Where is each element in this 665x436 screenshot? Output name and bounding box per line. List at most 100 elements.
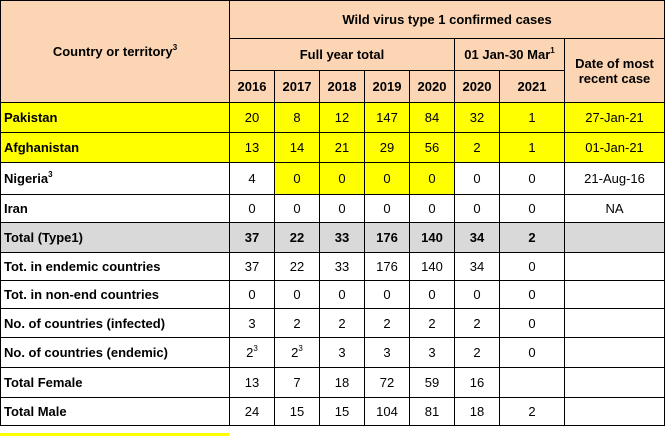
row-label: Pakistan [0,102,230,133]
cell: 32 [454,102,500,133]
cell: 84 [409,102,455,133]
date-cell: NA [563,194,665,223]
date-cell [563,337,665,368]
cell: 3 [364,337,410,368]
cell: 23 [274,337,320,368]
row-label: No. of countries (endemic) [0,337,230,368]
cell: 7 [274,367,320,398]
year-header: 2021 [499,70,565,103]
cell: 0 [409,280,455,309]
cell: 2 [454,132,500,163]
table-row: No. of countries (endemic) 23 23 3 3 3 2… [0,337,665,368]
row-label: No. of countries (infected) [0,308,230,338]
cell: 15 [319,397,365,426]
cell: 0 [274,194,320,223]
cell: 22 [274,222,320,253]
date-cell: 27-Jan-21 [563,102,665,133]
cell: 8 [274,102,320,133]
cell: 0 [274,280,320,309]
row-label: Afghanistan [0,132,230,163]
cell: 0 [499,280,565,309]
table-row: Nigeria3 4 0 0 0 0 0 0 21-Aug-16 [0,162,665,195]
cell: 33 [319,222,365,253]
cell: 1 [499,102,565,133]
cell: 13 [229,367,275,398]
table-row: No. of countries (infected) 3 2 2 2 2 2 … [0,308,665,338]
cell: 0 [499,194,565,223]
table-row: Tot. in endemic countries 37 22 33 176 1… [0,252,665,281]
row-label: Tot. in endemic countries [0,252,230,281]
table-row: Pakistan 20 8 12 147 84 32 1 27-Jan-21 [0,102,665,133]
cell: 18 [454,397,500,426]
cell: 0 [499,252,565,281]
cell: 3 [409,337,455,368]
year-header: 2018 [319,70,365,103]
cell: 0 [454,162,500,195]
highlight-strip [0,433,229,436]
date-cell [563,397,665,426]
cell: 0 [499,308,565,338]
cell: 1 [499,132,565,163]
date-cell [563,308,665,338]
cell: 56 [409,132,455,163]
cell: 23 [229,337,275,368]
cell: 16 [454,367,500,398]
date-cell [563,252,665,281]
cell: 21 [319,132,365,163]
cell: 0 [364,162,410,195]
cell: 3 [229,308,275,338]
year-header: 2020 [454,70,500,103]
cell [499,367,565,398]
cell: 0 [319,162,365,195]
cell: 2 [499,397,565,426]
cell: 0 [274,162,320,195]
row-label: Total Female [0,367,230,398]
cell: 140 [409,222,455,253]
cell: 72 [364,367,410,398]
cell: 0 [229,280,275,309]
cell: 14 [274,132,320,163]
cell: 0 [364,194,410,223]
cell: 13 [229,132,275,163]
full-year-header: Full year total [229,38,455,71]
cell: 59 [409,367,455,398]
cell: 0 [229,194,275,223]
cell: 12 [319,102,365,133]
row-label: Total Male [0,397,230,426]
cell: 0 [499,337,565,368]
year-header: 2016 [229,70,275,103]
cell: 0 [454,194,500,223]
date-cell [563,222,665,253]
cell: 2 [274,308,320,338]
cell: 140 [409,252,455,281]
cell: 0 [409,194,455,223]
row-label: Iran [0,194,230,223]
row-label: Total (Type1) [0,222,230,253]
date-cell: 21-Aug-16 [563,162,665,195]
date-cell [563,367,665,398]
year-header: 2017 [274,70,320,103]
cell: 3 [319,337,365,368]
cell: 0 [454,280,500,309]
cell: 2 [454,337,500,368]
table-row: Tot. in non-end countries 0 0 0 0 0 0 0 [0,280,665,309]
cell: 104 [364,397,410,426]
cell: 2 [409,308,455,338]
cell: 33 [319,252,365,281]
cell: 34 [454,252,500,281]
wild-virus-header: Wild virus type 1 confirmed cases [228,0,665,39]
cell: 29 [364,132,410,163]
cell: 2 [454,308,500,338]
cell: 2 [319,308,365,338]
year-header: 2019 [364,70,410,103]
cell: 81 [409,397,455,426]
cell: 2 [499,222,565,253]
cell: 4 [229,162,275,195]
recent-case-header: Date of most recent case [563,38,665,103]
table-row: Afghanistan 13 14 21 29 56 2 1 01-Jan-21 [0,132,665,163]
cell: 0 [319,194,365,223]
cell: 18 [319,367,365,398]
table-row: Total Female 13 7 18 72 59 16 [0,367,665,398]
cell: 176 [364,252,410,281]
cell: 176 [364,222,410,253]
